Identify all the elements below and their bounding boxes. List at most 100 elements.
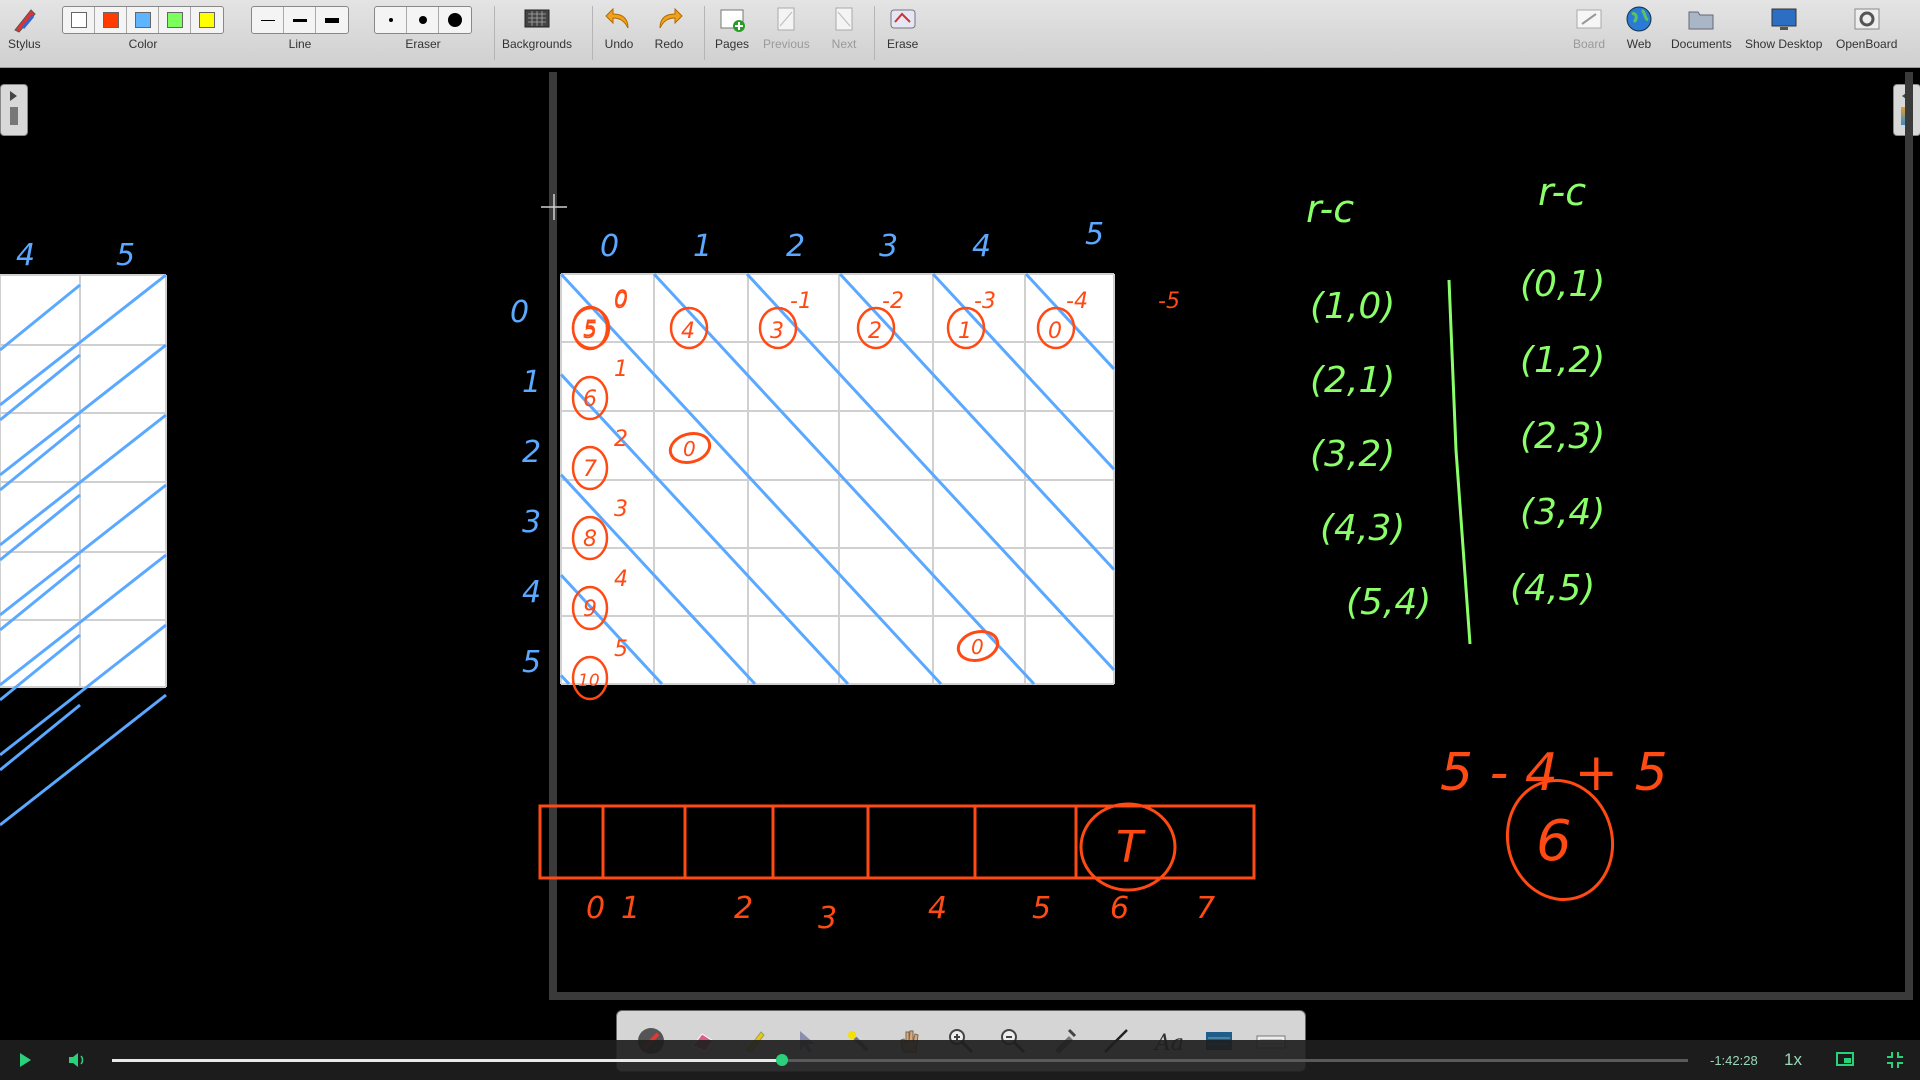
diagonal-line (838, 272, 1116, 571)
top-circle: 2 (856, 306, 896, 350)
diagonal-line (745, 272, 1116, 671)
openboard-label: OpenBoard (1836, 37, 1898, 51)
circle-value: 8 (583, 527, 597, 552)
diagonal-index-label: -2 (882, 289, 904, 314)
show-desktop-label: Show Desktop (1745, 37, 1823, 51)
pair-right: (4,5) (1510, 568, 1595, 609)
circle-value: 10 (578, 671, 600, 691)
board-button[interactable]: Board (1573, 4, 1605, 51)
web-button[interactable]: Web (1624, 4, 1654, 51)
diagonal-index-label: 2 (614, 427, 628, 452)
redo-label: Redo (654, 37, 684, 51)
color-red-swatch[interactable] (95, 7, 127, 33)
line-thin-button[interactable] (252, 7, 284, 33)
extra-zero-marks: 00 (668, 432, 1000, 662)
color-yellow-swatch[interactable] (191, 7, 223, 33)
left-column-diagonal-labels: 0 1 2 3 4 5 (614, 287, 628, 662)
eraser-medium-button[interactable] (407, 7, 439, 33)
color-swatch (70, 12, 87, 28)
gear-icon (1852, 4, 1882, 34)
next-page-button[interactable]: Next (829, 4, 859, 51)
diagonal-line (0, 563, 81, 632)
pairs-divider-line (1447, 279, 1472, 645)
color-swatch (166, 12, 183, 28)
documents-button[interactable]: Documents (1671, 4, 1732, 51)
diagonal-line (0, 703, 81, 772)
array-index-label: 0 (586, 891, 605, 926)
picture-in-picture-icon[interactable] (1836, 1052, 1854, 1066)
left-circle: 10 (571, 655, 609, 701)
web-label: Web (1626, 37, 1652, 51)
diagonal-index-label: 0 (614, 289, 628, 314)
pages-button[interactable]: Pages (715, 4, 749, 51)
pair-right: (3,4) (1520, 492, 1605, 533)
page-frame (549, 72, 1913, 1000)
openboard-menu-button[interactable]: OpenBoard (1836, 4, 1897, 51)
line-thick-button[interactable] (316, 7, 348, 33)
color-green-swatch[interactable] (159, 7, 191, 33)
monitor-icon (1769, 4, 1799, 34)
circle-outline (946, 306, 986, 350)
diagonal-line (0, 413, 167, 547)
line-tool: Line (251, 4, 349, 51)
color-blue-swatch[interactable] (127, 7, 159, 33)
seek-bar[interactable] (112, 1059, 1688, 1062)
stylus-tool[interactable]: Stylus (8, 4, 41, 51)
toolbar-separator (874, 6, 875, 60)
circle-outline (571, 655, 609, 701)
zero-value: 0 (683, 437, 696, 461)
backgrounds-button[interactable]: Backgrounds (502, 4, 572, 51)
erase-button[interactable]: Erase (887, 4, 918, 51)
previous-page-button[interactable]: Previous (763, 4, 810, 51)
circle-outline (571, 305, 609, 351)
seek-bar-fill (112, 1059, 782, 1062)
circle-outline (856, 306, 896, 350)
diagonal-index-label: -5 (1158, 289, 1180, 314)
left-circle: 5 (571, 305, 609, 351)
array-index-label: 4 (928, 891, 947, 926)
array-index-label: 7 (1196, 891, 1215, 926)
seek-knob[interactable] (775, 1054, 788, 1066)
color-white-swatch[interactable] (63, 7, 95, 33)
circle-outline (571, 375, 609, 421)
line-medium-button[interactable] (284, 7, 316, 33)
redo-icon (654, 4, 684, 34)
diagonal-index-label: -1 (790, 289, 812, 314)
top-circle: 4 (669, 306, 709, 350)
board-icon (1574, 4, 1604, 34)
volume-icon[interactable] (68, 1052, 86, 1073)
fullscreen-exit-icon[interactable] (1886, 1051, 1904, 1074)
play-icon[interactable] (20, 1053, 31, 1067)
video-player-bar: -1:42:28 1x (0, 1040, 1920, 1080)
left-circle: 7 (571, 445, 609, 491)
pair-right: (2,3) (1520, 416, 1605, 457)
diagonal-line (0, 423, 81, 492)
eraser-size-group (374, 6, 472, 34)
redo-button[interactable]: Redo (654, 4, 684, 51)
left-circle: 6 (571, 375, 609, 421)
show-desktop-button[interactable]: Show Desktop (1745, 4, 1822, 51)
array-index-label: 1 (621, 891, 640, 926)
top-circle: 0 (1036, 306, 1076, 350)
previous-label: Previous (763, 37, 810, 51)
row-label: 5 (522, 645, 541, 680)
diagonal-line (559, 272, 943, 686)
eraser-small-button[interactable] (375, 7, 407, 33)
color-label: Color (128, 37, 158, 51)
eraser-large-button[interactable] (439, 7, 471, 33)
circle-value: 9 (583, 597, 597, 622)
r-c-header-left: r-c (1306, 187, 1354, 231)
toolbar-separator (704, 6, 705, 60)
undo-button[interactable]: Undo (604, 4, 634, 51)
color-swatch (102, 12, 119, 28)
diagonal-index-label: 3 (614, 497, 628, 522)
globe-icon (1624, 4, 1654, 34)
left-pages-panel-tab[interactable] (0, 84, 28, 136)
toolbar-separator (592, 6, 593, 60)
playback-speed-button[interactable]: 1x (1784, 1050, 1802, 1069)
circle-outline (571, 515, 609, 561)
stylus-label: Stylus (8, 37, 41, 51)
